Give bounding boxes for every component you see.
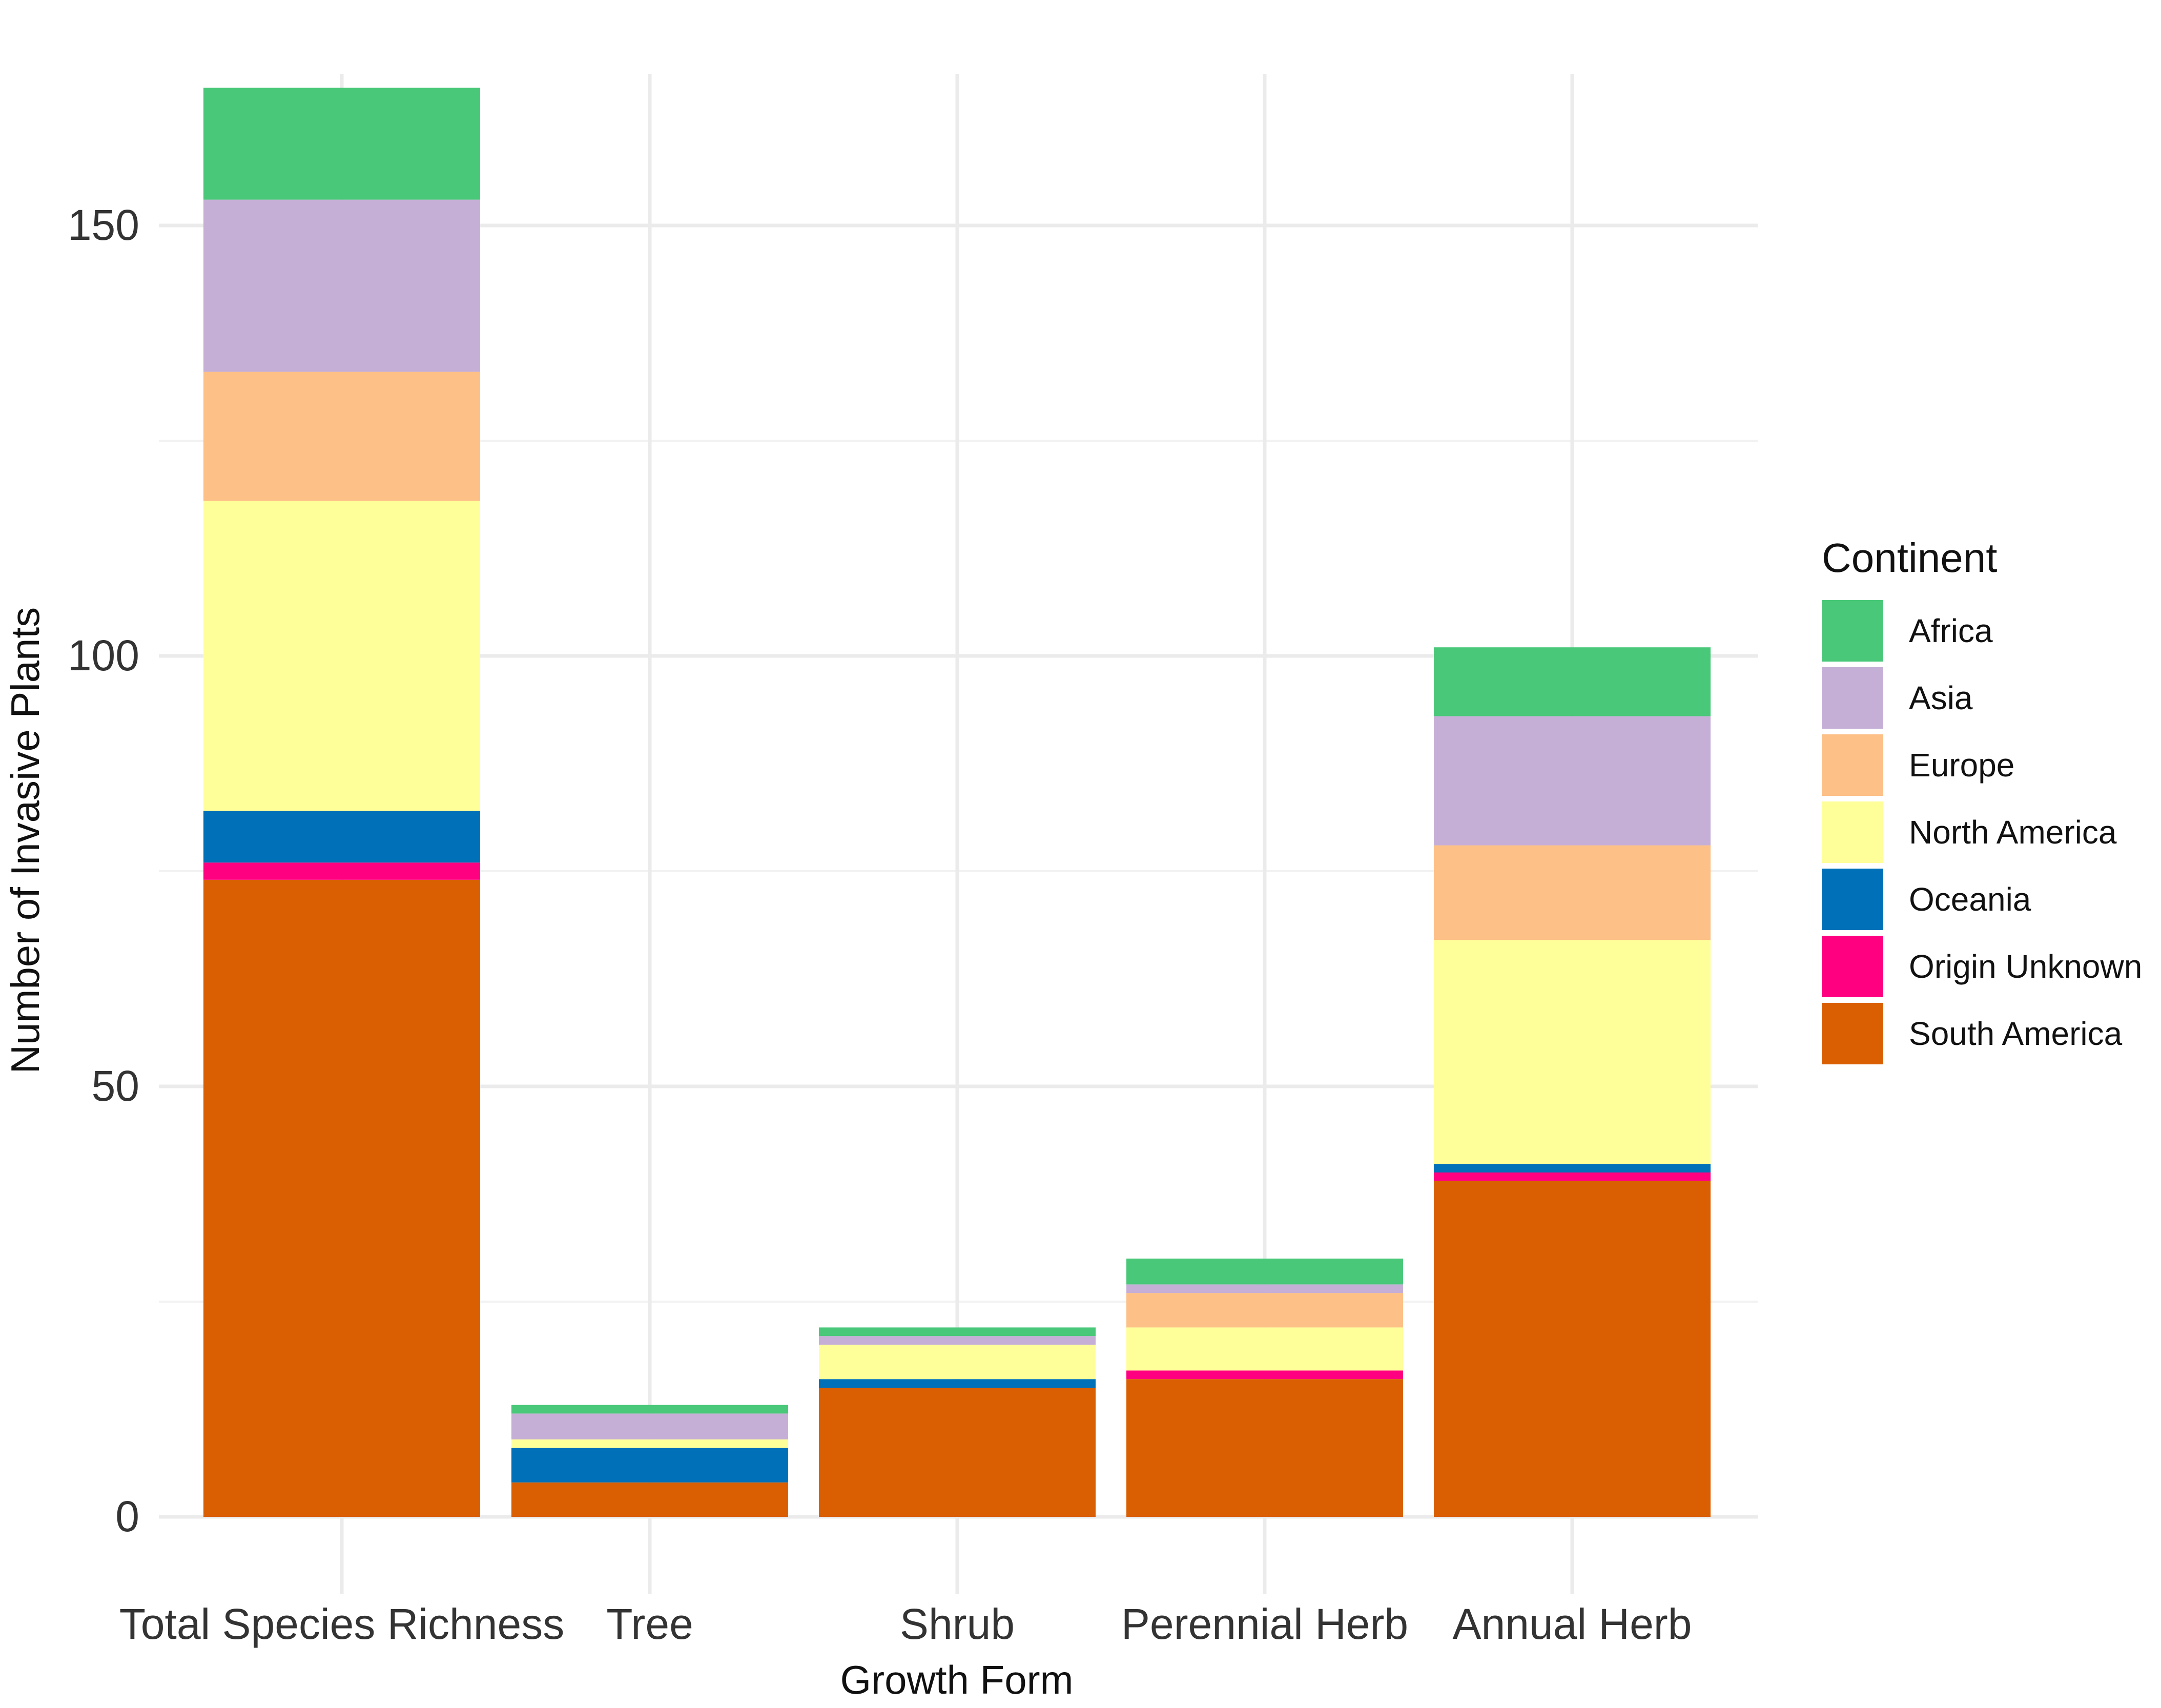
legend-title: Continent (1822, 535, 1997, 581)
legend-key-europe (1822, 734, 1883, 796)
bar-group-perennial-herb (1126, 1259, 1403, 1517)
legend-key-north-america (1822, 801, 1883, 863)
x-tick-label-tree: Tree (606, 1600, 693, 1648)
bar-group-annual-herb (1434, 647, 1711, 1517)
legend-label-europe: Europe (1909, 747, 2014, 784)
bar-segment-tree-south-america (511, 1482, 788, 1517)
bar-segment-annual-herb-oceania (1434, 1164, 1711, 1172)
bar-segment-shrub-asia (819, 1336, 1096, 1345)
bar-segment-perennial-herb-europe (1126, 1293, 1403, 1328)
bar-segment-total-species-richness-asia (203, 199, 480, 372)
legend-label-oceania: Oceania (1909, 881, 2031, 918)
y-tick-label-150: 150 (68, 201, 139, 249)
bar-segment-total-species-richness-south-america (203, 879, 480, 1517)
x-tick-label-shrub: Shrub (900, 1600, 1015, 1648)
bar-segment-annual-herb-asia (1434, 716, 1711, 846)
y-tick-label-0: 0 (115, 1492, 139, 1540)
legend-key-oceania (1822, 869, 1883, 930)
bar-segment-annual-herb-africa (1434, 647, 1711, 716)
y-tick-label-50: 50 (92, 1062, 139, 1110)
y-axis-title: Number of Invasive Plants (3, 607, 48, 1074)
bar-segment-total-species-richness-europe (203, 372, 480, 501)
bar-segment-tree-asia (511, 1413, 788, 1439)
bar-segment-total-species-richness-oceania (203, 811, 480, 863)
legend-key-asia (1822, 667, 1883, 729)
legend-key-origin-unknown (1822, 936, 1883, 997)
bar-segment-perennial-herb-africa (1126, 1259, 1403, 1285)
bar-segment-annual-herb-north-america (1434, 940, 1711, 1164)
bar-segment-annual-herb-europe (1434, 845, 1711, 940)
legend: Continent Africa Asia Europe North America O… (1822, 535, 2142, 1064)
bar-group-tree (511, 1405, 788, 1517)
bar-segment-shrub-north-america (819, 1345, 1096, 1380)
bar-group-total-species-richness (203, 88, 480, 1517)
bar-segment-perennial-herb-north-america (1126, 1327, 1403, 1371)
bar-segment-tree-africa (511, 1405, 788, 1414)
bar-segment-total-species-richness-origin-unknown (203, 862, 480, 880)
y-axis-tick-labels: 0 50 100 150 (68, 201, 139, 1540)
bar-segment-shrub-oceania (819, 1379, 1096, 1388)
legend-label-africa: Africa (1909, 612, 1993, 649)
x-tick-label-total-species-richness: Total Species Richness (119, 1600, 564, 1648)
bar-segment-total-species-richness-north-america (203, 501, 480, 811)
bar-segment-perennial-herb-origin-unknown (1126, 1370, 1403, 1380)
bar-segment-tree-oceania (511, 1448, 788, 1483)
legend-key-africa (1822, 600, 1883, 662)
x-tick-label-perennial-herb: Perennial Herb (1121, 1600, 1408, 1648)
legend-key-south-america (1822, 1003, 1883, 1064)
y-tick-label-100: 100 (68, 631, 139, 680)
legend-label-asia: Asia (1909, 680, 1973, 716)
legend-label-north-america: North America (1909, 814, 2117, 851)
x-axis-tick-labels: Total Species Richness Tree Shrub Perennial… (119, 1600, 1692, 1648)
bar-segment-annual-herb-south-america (1434, 1181, 1711, 1517)
x-axis-title: Growth Form (840, 1657, 1073, 1702)
bar-segment-perennial-herb-asia (1126, 1284, 1403, 1293)
bars (203, 88, 1711, 1517)
x-tick-label-annual-herb: Annual Herb (1453, 1600, 1692, 1648)
bar-segment-tree-north-america (511, 1439, 788, 1448)
legend-label-south-america: South America (1909, 1015, 2123, 1052)
legend-label-origin-unknown: Origin Unknown (1909, 948, 2142, 985)
bar-group-shrub (819, 1327, 1096, 1517)
bar-segment-shrub-south-america (819, 1388, 1096, 1517)
bar-segment-total-species-richness-africa (203, 88, 480, 200)
bar-segment-shrub-africa (819, 1327, 1096, 1336)
bar-segment-perennial-herb-south-america (1126, 1379, 1403, 1517)
bar-segment-annual-herb-origin-unknown (1434, 1172, 1711, 1181)
